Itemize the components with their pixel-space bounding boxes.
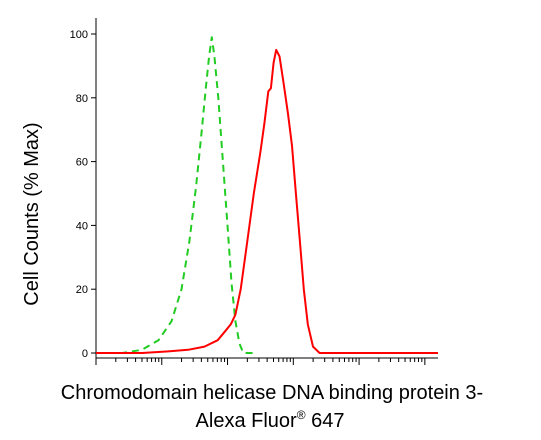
series-line-1 (96, 36, 254, 354)
y-axis-ticks: 0 20 40 60 80 100 (70, 29, 96, 360)
x-axis-title-line2: Alexa Fluor® 647 (196, 408, 345, 432)
y-axis-title: Cell Counts (% Max) (21, 122, 43, 305)
x-axis-title-prefix: Alexa Fluor (196, 410, 297, 432)
x-axis-ticks (95, 358, 426, 365)
y-tick-label: 0 (82, 348, 88, 360)
y-tick-label: 80 (76, 93, 88, 105)
plot-frame (95, 18, 438, 359)
series-layer (96, 36, 438, 354)
y-tick-label: 100 (70, 29, 88, 41)
x-axis-title-suffix: 647 (306, 410, 345, 432)
y-tick-label: 40 (76, 220, 88, 232)
registered-mark: ® (297, 408, 306, 422)
y-tick-label: 60 (76, 157, 88, 169)
series-line-2 (96, 48, 438, 354)
x-axis-title-line1: Chromodomain helicase DNA binding protei… (61, 382, 483, 404)
y-tick-label: 20 (76, 284, 88, 296)
